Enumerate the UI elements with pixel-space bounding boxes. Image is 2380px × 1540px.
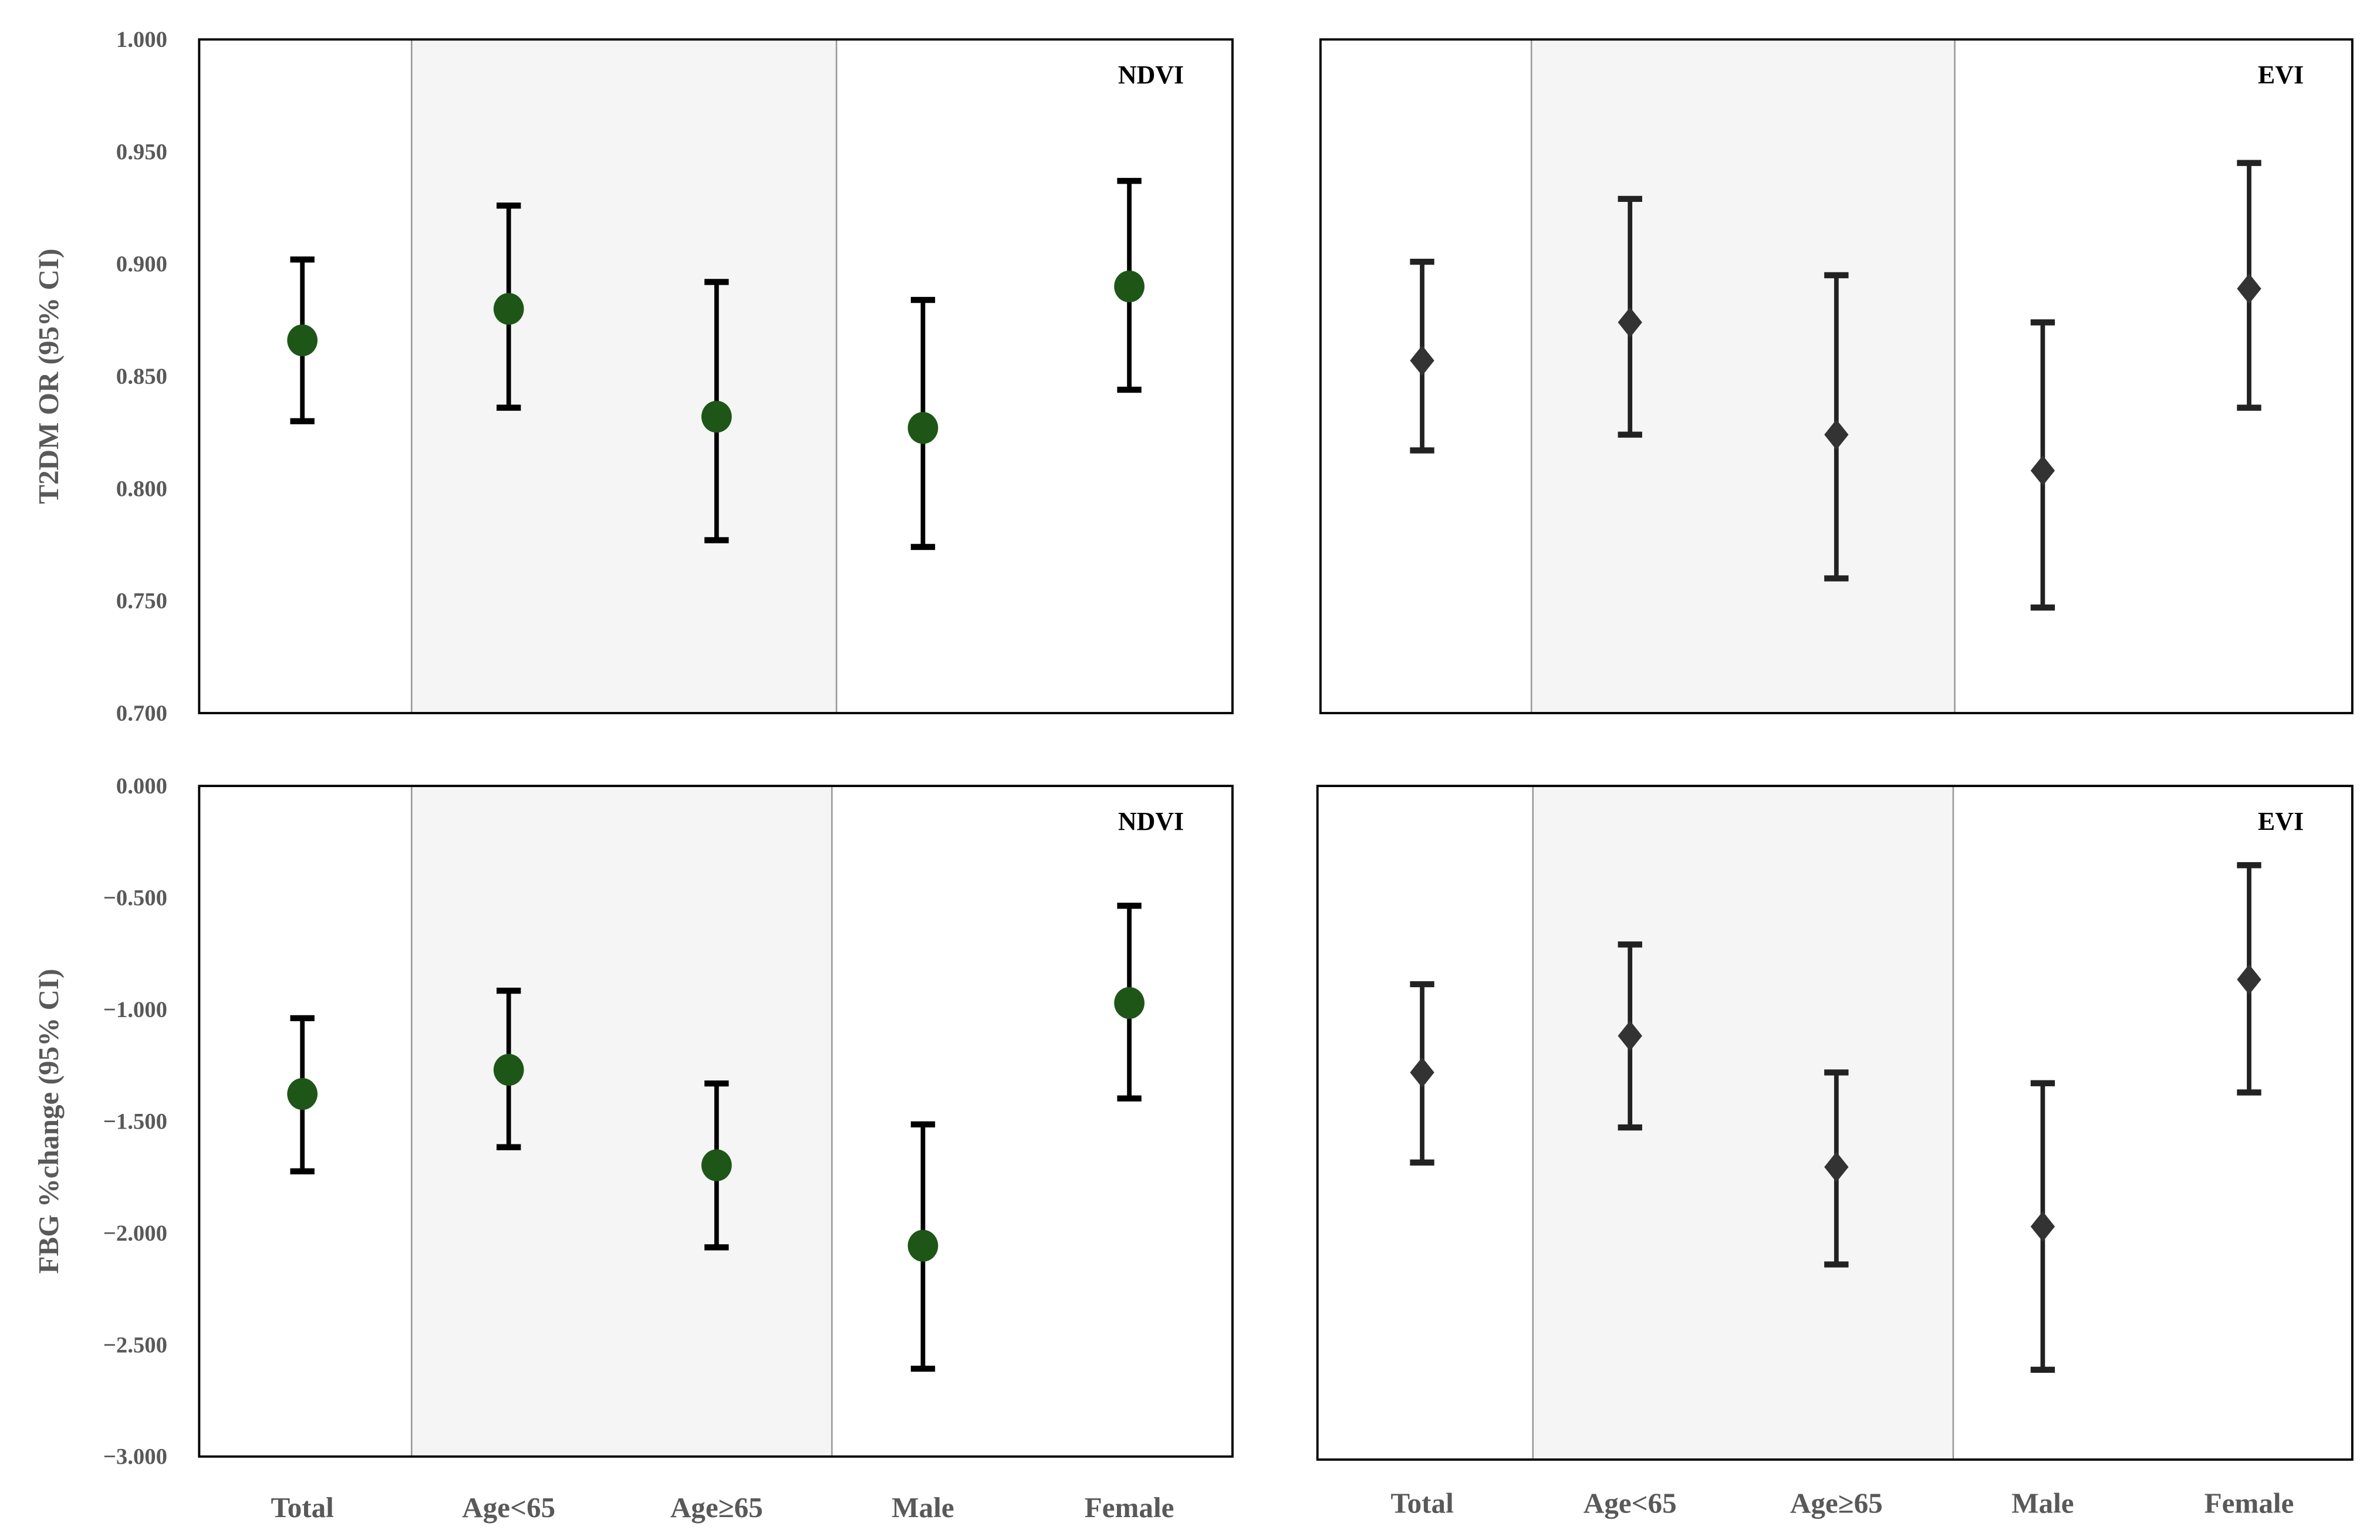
data-point [1618, 307, 1642, 338]
y-axis-title: T2DM OR (95% CI) [32, 249, 65, 504]
y-tick-label: 0.800 [116, 476, 167, 501]
data-point [2237, 964, 2261, 995]
panel-3: NDVI 0.000 −0.500 −1.000 −1.500 −2.000 −2.500 −… [32, 774, 1234, 1524]
data-point [701, 400, 732, 433]
data-point [2030, 1211, 2055, 1242]
data-point [1114, 987, 1145, 1019]
panel-label: EVI [2258, 807, 2304, 836]
panel-4: EVI Total Age<65 Age≥65 Male Female [1316, 785, 2354, 1519]
data-point [287, 324, 318, 357]
data-point [1410, 345, 1434, 376]
y-tick-label: −1.000 [103, 997, 167, 1022]
data-point [2237, 273, 2261, 304]
shaded-band [410, 38, 838, 714]
data-point [1410, 1057, 1434, 1088]
shaded-band [1532, 785, 1954, 1461]
x-category-label: Age≥65 [670, 1491, 763, 1524]
shaded-band [410, 785, 833, 1458]
y-tick-label: −2.500 [103, 1332, 167, 1357]
panel-label: NDVI [1118, 60, 1184, 89]
x-category-label: Female [1085, 1491, 1174, 1524]
plot-frame [198, 38, 1234, 714]
panel-label: NDVI [1118, 807, 1184, 836]
data-point [287, 1078, 318, 1110]
x-category-label: Age<65 [1584, 1487, 1677, 1519]
x-category-label: Male [892, 1491, 954, 1524]
panel-2: EVI [1319, 38, 2354, 714]
y-tick-label: 0.750 [116, 589, 167, 614]
data-point [907, 411, 939, 444]
y-tick-label: −2.000 [103, 1221, 167, 1246]
plot-frame [1319, 38, 2354, 714]
y-tick-label: −1.500 [103, 1109, 167, 1134]
data-point [1114, 270, 1145, 303]
y-tick-label: 0.950 [116, 139, 167, 164]
y-tick-label: 0.000 [116, 774, 167, 799]
x-category-label: Age<65 [462, 1491, 555, 1524]
data-point [701, 1149, 732, 1181]
data-point [1618, 1021, 1642, 1051]
x-category-label: Total [1390, 1487, 1453, 1519]
y-tick-label: −0.500 [103, 886, 167, 911]
y-axis-title: FBG %change (95% CI) [32, 969, 65, 1274]
data-point [493, 1053, 524, 1086]
panel-1: NDVI 1.000 0.950 0.900 0.850 0.800 0.750 0.700 T… [32, 27, 1234, 726]
y-tick-label: 0.700 [116, 701, 167, 726]
data-point [493, 293, 524, 325]
x-category-label: Age≥65 [1790, 1487, 1883, 1519]
plot-frame [198, 785, 1234, 1458]
y-tick-label: 0.900 [116, 252, 167, 277]
y-tick-label: 0.850 [116, 364, 167, 389]
x-category-label: Female [2205, 1487, 2294, 1519]
data-point [2030, 455, 2055, 486]
y-tick-label: −3.000 [103, 1444, 167, 1470]
plot-frame [1316, 785, 2354, 1461]
panel-label: EVI [2258, 60, 2304, 89]
y-tick-label: 1.000 [116, 27, 167, 52]
data-point [907, 1230, 939, 1262]
x-category-label: Male [2011, 1487, 2074, 1519]
shaded-band [1530, 38, 1956, 714]
x-category-label: Total [271, 1491, 333, 1524]
